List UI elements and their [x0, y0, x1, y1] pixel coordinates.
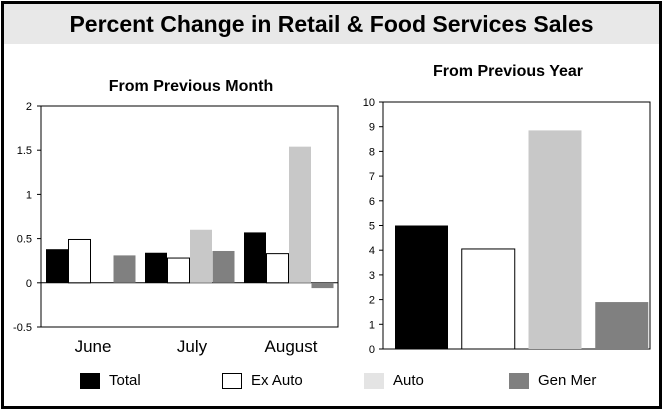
bar [595, 302, 649, 349]
y-tick-label: 5 [369, 221, 375, 233]
chart-title: From Previous Year [433, 63, 583, 80]
bar [145, 252, 167, 283]
legend-swatch [80, 372, 100, 389]
y-tick-label: 7 [369, 171, 375, 183]
page-title: Percent Change in Retail & Food Services… [69, 10, 594, 37]
y-tick-label: 2 [26, 101, 32, 113]
legend-item-ex-auto: Ex Auto [222, 372, 303, 389]
bar [68, 238, 91, 284]
x-tick-label: August [265, 337, 318, 356]
bar [395, 225, 448, 349]
bar [46, 249, 68, 283]
legend-label: Gen Mer [538, 372, 597, 389]
bar [167, 257, 190, 284]
legend-label: Auto [393, 372, 424, 389]
y-tick-label: 0 [26, 278, 32, 290]
y-tick-label: 8 [369, 146, 375, 158]
legend-swatch [364, 372, 384, 389]
y-tick-label: 2 [369, 295, 375, 307]
y-tick-label: 3 [369, 270, 375, 282]
chart-title: From Previous Month [109, 78, 273, 95]
bar [461, 248, 516, 350]
legend-swatch [509, 372, 529, 389]
legend-swatch [222, 372, 242, 389]
bar [289, 146, 311, 283]
y-tick-label: 1 [26, 189, 32, 201]
bar [528, 130, 582, 349]
y-tick-label: 1 [369, 319, 375, 331]
legend-item-total: Total [80, 372, 141, 389]
legend-label: Total [109, 372, 141, 389]
legend-label: Ex Auto [251, 372, 303, 389]
monthly-change-chart: From Previous Month 2 1.5 1 0.5 0 -0.5 June Ju… [13, 78, 339, 356]
y-tick-label: 9 [369, 122, 375, 134]
y-tick-label: -0.5 [13, 322, 32, 334]
y-tick-label: 10 [363, 97, 375, 109]
y-tick-label: 0.5 [17, 234, 32, 246]
bar [244, 232, 266, 283]
bar [311, 282, 334, 289]
y-tick-label: 0 [369, 344, 375, 356]
legend-item-gen-mer: Gen Mer [509, 372, 596, 389]
y-tick-label: 1.5 [17, 145, 32, 157]
bar [212, 250, 235, 283]
y-tick-label: 6 [369, 196, 375, 208]
bar [190, 229, 212, 283]
bar [266, 253, 289, 284]
y-tick-label: 4 [369, 245, 375, 257]
x-tick-label: June [75, 337, 112, 356]
title-bar: Percent Change in Retail & Food Services… [4, 4, 659, 44]
plot-area [40, 105, 339, 328]
bar [113, 255, 136, 283]
legend-item-auto: Auto [364, 372, 424, 389]
x-tick-label: July [177, 337, 208, 356]
